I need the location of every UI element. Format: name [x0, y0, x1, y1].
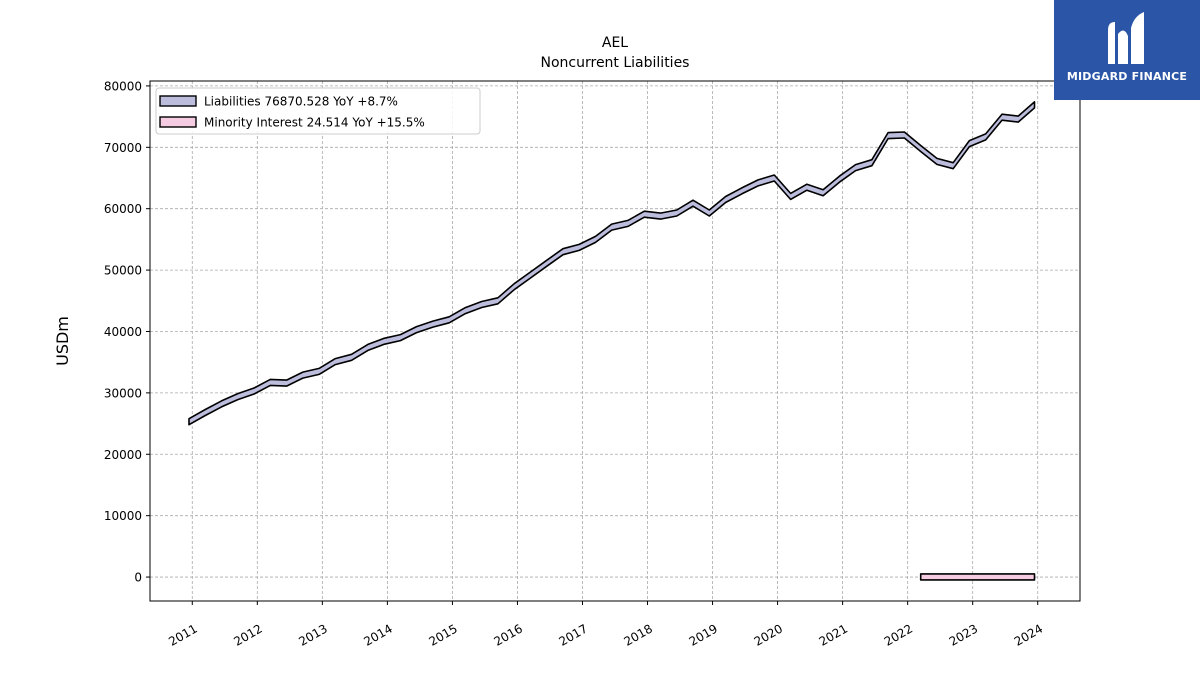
series-band-0 — [188, 101, 1036, 426]
logo-text: MIDGARD FINANCE — [1066, 70, 1188, 83]
y-axis: 0 10000 20000 30000 40000 50000 60000 70000 8000… — [104, 79, 150, 585]
x-tick-label: 2015 — [426, 621, 459, 648]
x-tick-label: 2014 — [361, 621, 394, 648]
legend-label: Liabilities 76870.528 YoY +8.7% — [204, 95, 398, 109]
x-tick-label: 2016 — [491, 621, 524, 648]
y-tick-label: 50000 — [104, 264, 142, 278]
y-tick-label: 80000 — [104, 79, 142, 93]
x-tick-label: 2021 — [817, 621, 850, 648]
y-tick-label: 60000 — [104, 202, 142, 216]
grid — [150, 81, 1080, 601]
y-tick-label: 70000 — [104, 141, 142, 155]
x-axis: 2011 2012 2013 2014 2015 2016 2017 2018 2019 2020… — [166, 601, 1045, 649]
x-tick-label: 2019 — [687, 621, 720, 648]
x-tick-label: 2023 — [947, 621, 980, 648]
legend-box — [155, 87, 481, 135]
chart-subtitle: Noncurrent Liabilities — [541, 55, 690, 71]
legend: Liabilities 76870.528 YoY +8.7% Minority … — [155, 87, 481, 135]
y-tick-label: 20000 — [104, 448, 142, 462]
midgard-finance-logo: MIDGARD FINANCE — [1054, 0, 1200, 100]
y-tick-label: 40000 — [104, 325, 142, 339]
x-tick-label: 2020 — [752, 621, 785, 648]
legend-swatch — [159, 95, 197, 107]
x-tick-label: 2012 — [231, 621, 264, 648]
y-tick-label: 30000 — [104, 386, 142, 400]
x-tick-label: 2013 — [296, 621, 329, 648]
x-tick-label: 2024 — [1012, 621, 1045, 648]
y-axis-label: USDm — [53, 316, 72, 366]
series-band-1 — [919, 573, 1036, 581]
y-tick-label: 10000 — [104, 509, 142, 523]
series-layer — [188, 101, 1036, 581]
x-tick-label: 2022 — [882, 621, 915, 648]
x-tick-label: 2017 — [557, 621, 590, 648]
legend-swatch — [159, 116, 197, 128]
x-tick-label: 2011 — [166, 621, 199, 648]
chart-title: AEL — [602, 35, 628, 51]
plot-frame — [149, 80, 1081, 602]
y-tick-label: 0 — [134, 571, 142, 585]
legend-label: Minority Interest 24.514 YoY +15.5% — [204, 116, 425, 130]
midgard-logo-mark-icon — [1108, 12, 1144, 65]
x-tick-label: 2018 — [622, 621, 655, 648]
